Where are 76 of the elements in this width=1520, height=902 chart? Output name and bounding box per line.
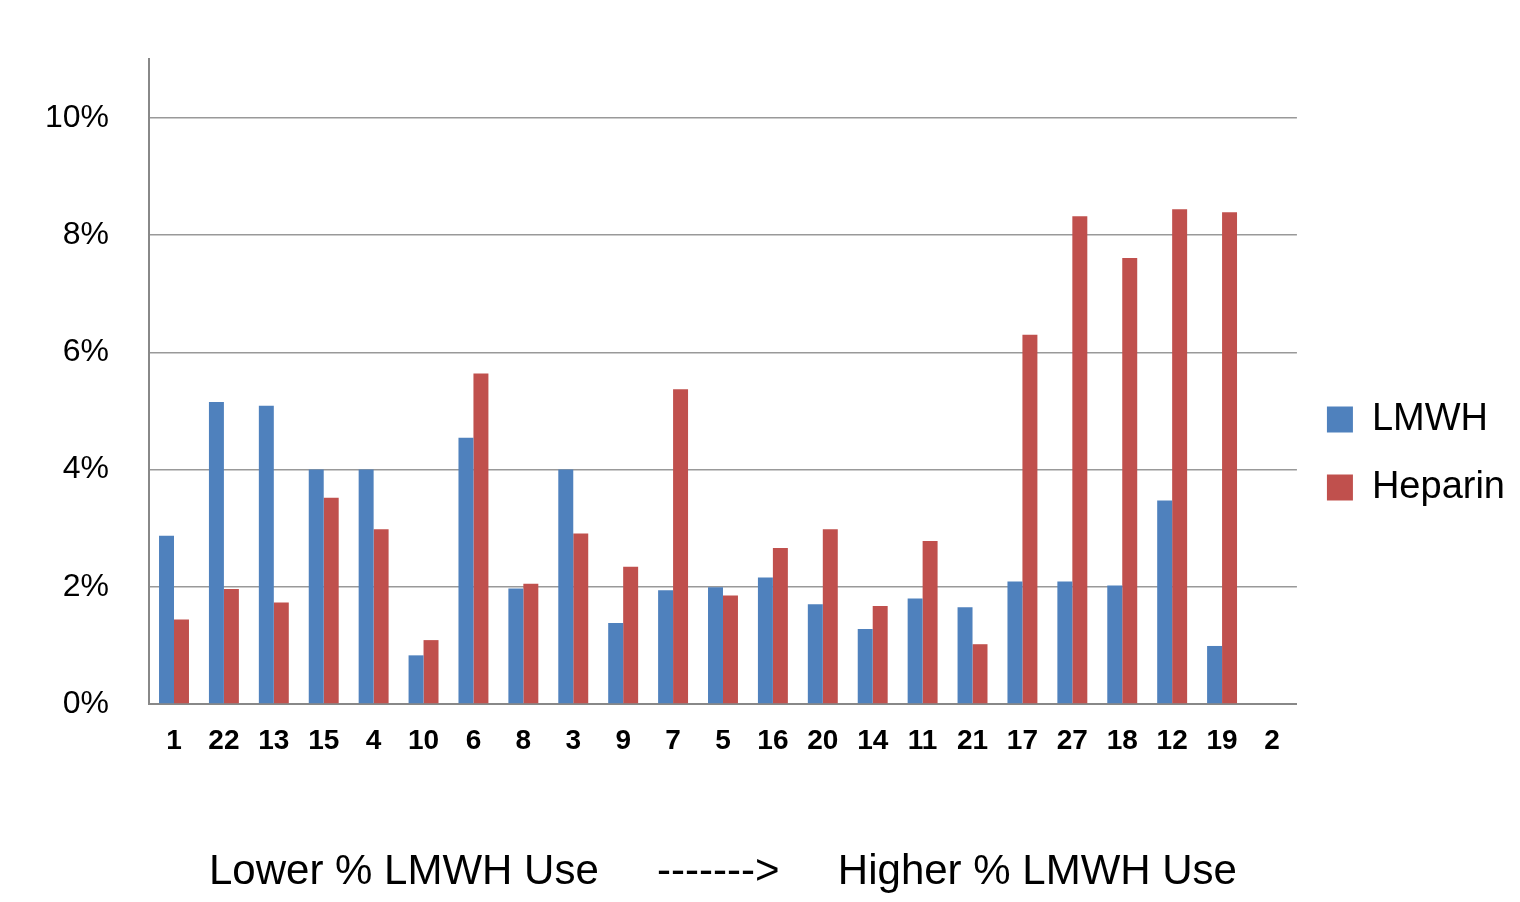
x-tick-label: 3 xyxy=(565,723,582,755)
x-tick-label: 9 xyxy=(615,723,631,755)
bar xyxy=(872,606,888,704)
y-tick-label: 0% xyxy=(62,683,110,720)
bar xyxy=(523,583,539,704)
x-axis-title: Lower % LMWH Use -------> Higher % LMWH Use xyxy=(209,846,1237,894)
bar xyxy=(757,577,773,704)
bar xyxy=(508,588,524,704)
bar xyxy=(423,640,439,704)
x-tick-label: 7 xyxy=(665,723,681,755)
bar xyxy=(658,590,674,704)
x-tick-label: 1 xyxy=(166,723,182,755)
x-tick-label: 13 xyxy=(258,723,290,755)
legend-label: Heparin xyxy=(1371,463,1505,506)
bar xyxy=(1172,209,1188,704)
bar xyxy=(573,533,589,704)
bar xyxy=(957,607,973,704)
x-tick-label: 20 xyxy=(807,723,839,755)
x-tick-label: 8 xyxy=(515,723,532,755)
y-tick-label: 2% xyxy=(62,566,110,603)
bar xyxy=(358,469,374,704)
x-tick-label: 21 xyxy=(956,723,989,755)
legend-label: LMWH xyxy=(1371,395,1489,438)
bar xyxy=(1107,585,1123,704)
x-tick-label: 18 xyxy=(1106,723,1138,755)
x-tick-label: 12 xyxy=(1156,723,1188,755)
bar xyxy=(473,373,489,704)
x-tick-label: 19 xyxy=(1206,723,1238,755)
bar xyxy=(722,595,738,704)
bar xyxy=(708,587,723,704)
bar xyxy=(922,541,938,704)
bar xyxy=(208,402,224,704)
bar xyxy=(857,628,873,704)
y-tick-label: 4% xyxy=(62,449,110,486)
bar xyxy=(807,604,823,704)
bar xyxy=(223,589,239,704)
bar xyxy=(1207,645,1223,704)
bar xyxy=(408,655,424,704)
y-tick-label: 6% xyxy=(62,332,110,369)
bar xyxy=(1122,257,1138,704)
bar xyxy=(558,469,574,704)
bar xyxy=(822,529,838,704)
x-tick-label: 17 xyxy=(1006,723,1039,755)
x-tick-label: 2 xyxy=(1264,723,1280,755)
y-tick-label: 10% xyxy=(45,97,110,134)
bar xyxy=(673,389,689,704)
bar xyxy=(174,619,189,704)
bar xyxy=(1057,581,1073,704)
bar xyxy=(273,602,289,704)
x-tick-label: 22 xyxy=(208,723,240,755)
x-tick-label: 6 xyxy=(465,723,482,755)
bar xyxy=(623,566,639,704)
bar xyxy=(458,437,474,704)
bar xyxy=(258,405,274,704)
bar xyxy=(1157,500,1173,704)
y-tick-label: 8% xyxy=(62,214,110,251)
bar xyxy=(772,548,788,704)
x-tick-label: 5 xyxy=(715,723,731,755)
x-tick-label: 4 xyxy=(365,723,382,755)
x-tick-label: 14 xyxy=(857,723,889,755)
x-tick-label: 10 xyxy=(407,723,440,755)
bar xyxy=(323,497,339,704)
bar xyxy=(373,529,389,704)
x-tick-label: 11 xyxy=(907,723,938,755)
bar xyxy=(972,644,988,704)
bar xyxy=(608,623,624,704)
bar xyxy=(1222,212,1238,704)
bar xyxy=(308,469,324,704)
x-tick-label: 16 xyxy=(757,723,789,755)
x-tick-label: 27 xyxy=(1056,723,1088,755)
x-tick-label: 15 xyxy=(308,723,340,755)
bar xyxy=(159,535,174,704)
bar xyxy=(1022,334,1038,704)
bar xyxy=(1072,216,1088,704)
bar xyxy=(907,598,923,704)
bar xyxy=(1007,581,1023,704)
